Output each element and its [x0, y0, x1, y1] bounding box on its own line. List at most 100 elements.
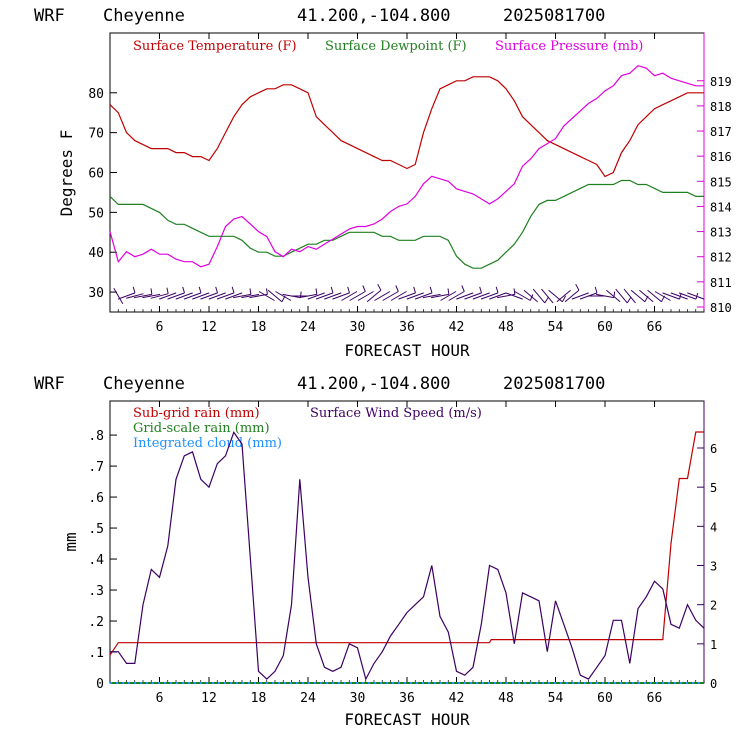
bottom-y-tick-label: .2: [88, 615, 104, 630]
top-y2-tick-label: 818: [710, 100, 732, 114]
header-init-time-2: 2025081700: [503, 374, 605, 394]
bottom-y2-tick-label: 2: [710, 599, 717, 613]
wind-barb: [150, 293, 169, 299]
wind-barb: [523, 289, 538, 303]
wind-barb-flag: [495, 286, 499, 294]
wind-barb: [564, 289, 580, 303]
wind-barb: [639, 289, 654, 303]
top-y2-tick-label: 815: [710, 175, 732, 189]
wind-barb: [670, 292, 688, 300]
top-y2-tick-label: 817: [710, 125, 732, 139]
wind-barb-flag: [575, 283, 580, 291]
bottom-y-tick-label: .5: [88, 522, 104, 537]
legend-surface-pressure: Surface Pressure (mb): [495, 39, 643, 54]
wind-barbs: [113, 283, 705, 305]
wind-barb-flag: [561, 295, 567, 303]
bottom-x-tick-label: 12: [201, 691, 217, 706]
bottom-y-axis-label: mm: [61, 532, 80, 551]
wind-barb-flag: [513, 288, 516, 295]
wind-barb-flag: [249, 288, 252, 295]
wind-barb: [571, 292, 589, 300]
bottom-y-tick-label: .1: [88, 646, 104, 661]
wind-barb-flag: [479, 286, 482, 294]
wind-barb: [192, 292, 210, 300]
wind-barb: [440, 291, 457, 301]
wind-barb: [514, 291, 531, 301]
wind-barb: [216, 292, 235, 300]
top-legend: Surface Temperature (F) Surface Dewpoint…: [133, 39, 643, 54]
wind-barb-flag: [266, 288, 268, 295]
header-station: Cheyenne: [103, 6, 185, 26]
wind-barb: [630, 289, 646, 303]
bottom-x-tick-label: 66: [647, 691, 663, 706]
bottom-series-0: [109, 431, 704, 656]
top-y2-tick-label: 819: [710, 75, 732, 89]
legend-surface-dewpoint: Surface Dewpoint (F): [325, 39, 467, 54]
bottom-y2-tick-label: 6: [710, 442, 717, 456]
bottom-x-tick-label: 36: [399, 691, 415, 706]
wind-barb: [541, 288, 554, 304]
wind-barb: [654, 291, 671, 301]
wind-barb: [341, 291, 358, 301]
wind-barb-flag: [182, 286, 185, 294]
top-y2-tick-label: 816: [710, 150, 732, 164]
wind-barb-flag: [594, 286, 598, 294]
bottom-x-tick-label: 18: [251, 691, 267, 706]
bottom-x-tick-label: 48: [498, 691, 514, 706]
bottom-panel-header: WRF Cheyenne 41.200,-104.800 2025081700: [34, 374, 605, 394]
header-coords-2: 41.200,-104.800: [297, 374, 451, 394]
wind-barb: [448, 291, 465, 301]
top-x-tick-label: 30: [350, 320, 366, 335]
wind-barb: [307, 292, 325, 300]
bottom-y-tick-label: .4: [88, 553, 104, 568]
wind-barb-flag: [626, 296, 632, 304]
wind-barb-flag: [395, 285, 399, 292]
bottom-y-tick-label: .3: [88, 584, 104, 599]
wind-barb-flag: [198, 286, 202, 294]
wind-barb-flag: [315, 288, 318, 295]
wind-barb: [505, 292, 523, 300]
bottom-y2-tick-label: 0: [710, 677, 717, 691]
wind-barb-flag: [544, 296, 550, 304]
wind-barb: [647, 289, 662, 303]
bottom-y-tick-label: .8: [88, 429, 104, 444]
wind-barb: [200, 292, 218, 300]
bottom-y2-tick-label: 5: [710, 481, 717, 495]
bottom-y2-tick-label: 4: [710, 520, 717, 534]
wind-barb: [208, 292, 226, 300]
wind-barb: [113, 287, 124, 305]
wind-barb-flag: [362, 285, 366, 292]
wind-barb: [662, 292, 680, 300]
wind-barb-flag: [447, 288, 450, 295]
top-x-tick-label: 6: [156, 320, 164, 335]
top-y-axis-label: Degrees F: [57, 130, 76, 217]
bottom-y-tick-label: .6: [88, 491, 104, 506]
wind-barb: [623, 288, 636, 304]
bottom-y-tick-label: 0: [96, 677, 104, 692]
top-y2-tick-label: 814: [710, 200, 732, 214]
wind-barb: [414, 292, 433, 300]
bottom-y-tick-label: .7: [88, 460, 104, 475]
top-x-tick-label: 24: [300, 320, 316, 335]
top-x-tick-label: 12: [201, 320, 217, 335]
wind-barb: [225, 292, 243, 300]
wind-barb: [456, 292, 474, 300]
wind-barb: [596, 293, 614, 299]
wind-barb: [357, 291, 374, 301]
wind-barb: [489, 292, 507, 300]
wind-barb: [183, 292, 202, 300]
header-model-2: WRF: [34, 374, 65, 394]
wind-barb: [267, 289, 283, 303]
wind-barb: [382, 291, 399, 301]
top-y-tick-label: 80: [88, 87, 104, 102]
bottom-y2-tick-label: 1: [710, 638, 717, 652]
bottom-legend: Sub-grid rain (mm) Grid-scale rain (mm) …: [133, 406, 482, 451]
wind-barb: [167, 292, 185, 300]
wind-barb-flag: [299, 291, 302, 298]
wind-barb: [258, 291, 275, 301]
wind-barb: [324, 292, 342, 300]
top-y-tick-label: 50: [88, 206, 104, 221]
top-series-0: [109, 76, 704, 178]
wind-barb: [687, 292, 705, 300]
wind-barb-flag: [132, 286, 136, 294]
